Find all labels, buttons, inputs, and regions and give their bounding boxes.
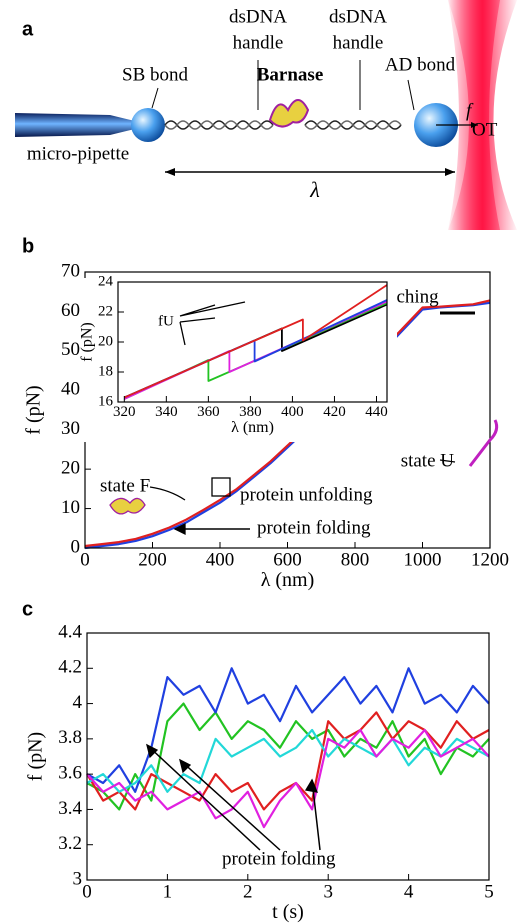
plot-frame	[86, 632, 490, 881]
panel-label: c	[22, 598, 33, 620]
y-tick-label: 10	[61, 497, 80, 518]
y-tick-label: 3	[73, 868, 83, 889]
x-tick-label: 1200	[471, 550, 509, 571]
y-tick-label: 40	[61, 379, 80, 400]
y-tick-label: 20	[61, 458, 80, 479]
y-tick-label: 30	[61, 418, 80, 439]
annotation: state U	[401, 450, 455, 471]
x-tick-label: 200	[138, 550, 167, 571]
x-axis-label: λ (nm)	[231, 419, 274, 436]
y-tick-label: 18	[98, 363, 113, 379]
series-line	[86, 702, 490, 811]
label: AD bond	[385, 54, 456, 75]
y-tick-label: 20	[98, 333, 113, 349]
x-axis-label: t (s)	[272, 901, 304, 923]
pointer	[407, 79, 415, 111]
y-tick-label: 70	[61, 260, 80, 281]
y-tick-label: 16	[98, 393, 114, 409]
label: OT	[472, 119, 498, 140]
y-tick-label: 3.2	[58, 833, 82, 854]
label: dsDNA	[229, 6, 287, 27]
y-tick-label: 24	[98, 273, 114, 289]
annotation-arrows	[109, 301, 499, 851]
series-line	[86, 711, 490, 811]
x-tick-label: 600	[273, 550, 302, 571]
annotation: fU	[158, 313, 174, 329]
x-tick-label: 320	[113, 404, 136, 420]
y-axis-label: f (pN)	[79, 322, 96, 362]
x-tick-label: 360	[197, 404, 220, 420]
y-tick-label: 4	[73, 692, 83, 713]
y-tick-label: 50	[61, 339, 80, 360]
arrowhead	[146, 743, 319, 793]
series-line	[86, 667, 490, 793]
x-tick-label: 380	[239, 404, 262, 420]
x-tick-label: 0	[82, 882, 92, 903]
arrow	[179, 301, 246, 346]
annotation: protein unfolding	[240, 484, 373, 505]
pipette	[15, 113, 135, 137]
x-tick-label: 420	[323, 404, 346, 420]
y-axis-label: f (pN)	[23, 385, 45, 434]
y-tick-label: 0	[71, 536, 81, 557]
x-tick-label: 340	[155, 404, 178, 420]
arrow	[146, 744, 321, 851]
label: dsDNA	[329, 6, 387, 27]
label: handle	[333, 32, 384, 53]
bead	[131, 108, 165, 142]
y-tick-label: 3.6	[58, 763, 82, 784]
protein-icon	[109, 497, 146, 515]
panel-label: a	[22, 18, 34, 40]
series-line	[84, 301, 491, 550]
y-tick-label: 60	[61, 300, 80, 321]
series-line	[84, 299, 491, 548]
label: handle	[233, 32, 284, 53]
x-tick-label: 2	[243, 882, 253, 903]
y-axis-label: f (pN)	[25, 732, 47, 781]
series-line	[86, 728, 490, 793]
unfolded-chain	[468, 419, 499, 467]
arrow	[439, 459, 456, 463]
label: SB bond	[122, 64, 188, 85]
arrowhead	[471, 122, 478, 128]
annotation: protein folding	[257, 517, 371, 538]
y-tick-label: 3.8	[58, 727, 82, 748]
label: λ	[309, 177, 320, 202]
arrowhead	[173, 522, 186, 536]
x-tick-label: 5	[484, 882, 494, 903]
x-tick-label: 1	[163, 882, 173, 903]
y-tick-label: 4.4	[58, 621, 82, 642]
diagram-a: a dsDNA handle dsDNA handle SB bond Barn…	[15, 0, 517, 230]
x-tick-label: 0	[80, 550, 90, 571]
inset-background	[80, 278, 397, 442]
dna-helix	[164, 120, 402, 130]
protein	[268, 99, 310, 128]
label: micro-pipette	[27, 143, 129, 164]
x-tick-label: 4	[404, 882, 414, 903]
x-tick-label: 400	[281, 404, 304, 420]
zoom-box	[211, 477, 231, 497]
x-tick-label: 1000	[404, 550, 442, 571]
x-tick-label: 400	[206, 550, 235, 571]
panel-label: b	[22, 235, 34, 257]
label: Barnase	[257, 64, 324, 85]
series-line	[86, 728, 490, 829]
y-tick-label: 3.4	[58, 798, 82, 819]
arrow	[149, 486, 186, 501]
x-tick-label: 3	[323, 882, 333, 903]
x-tick-label: 800	[341, 550, 370, 571]
annotation: state F	[100, 475, 150, 496]
y-tick-label: 4.2	[58, 657, 82, 678]
pointer	[151, 87, 159, 109]
x-axis-label: λ (nm)	[261, 569, 315, 591]
annotation: protein folding	[222, 848, 336, 869]
x-tick-label: 440	[365, 404, 388, 420]
y-tick-label: 22	[98, 303, 113, 319]
series-line	[123, 284, 388, 399]
optical-trap-beam	[448, 0, 517, 230]
label: f	[466, 100, 474, 121]
